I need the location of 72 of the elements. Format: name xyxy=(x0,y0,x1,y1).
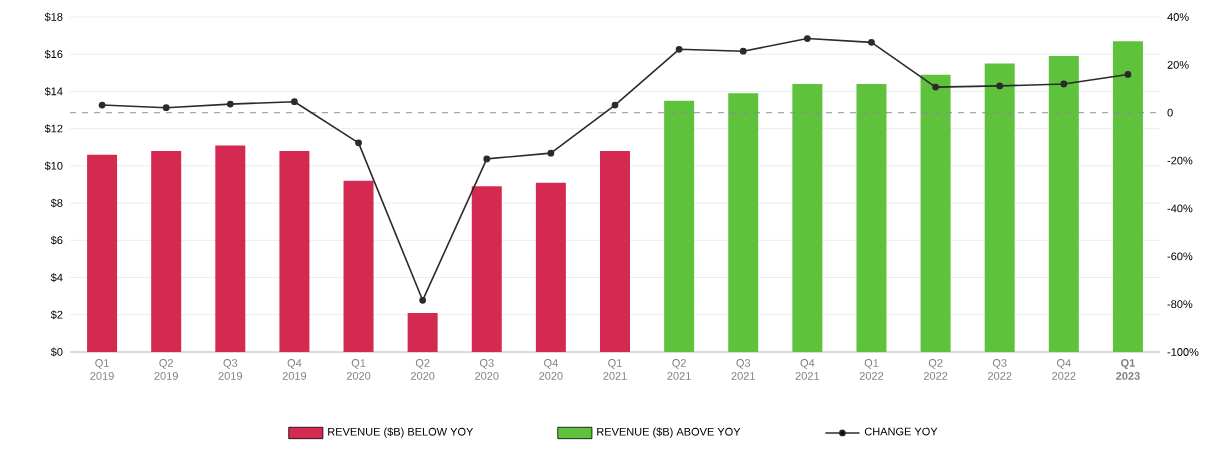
y2-tick-label: -20% xyxy=(1167,156,1193,165)
y2-tick-label: -80% xyxy=(1167,300,1193,309)
point xyxy=(483,155,491,163)
x-tick-label: Q1 2020 xyxy=(346,359,371,380)
bar xyxy=(279,151,310,352)
legend-label: CHANGE YOY xyxy=(864,427,938,436)
point xyxy=(1124,71,1132,78)
legend-label: REVENUE ($B) ABOVE YOY xyxy=(597,427,741,438)
y2-tick-label: 0 xyxy=(1167,108,1173,117)
bar xyxy=(728,93,759,352)
y-tick-label: $14 xyxy=(44,86,63,96)
x-tick-label: Q1 2022 xyxy=(859,359,884,380)
bar xyxy=(407,312,438,352)
y-tick-label: $8 xyxy=(50,198,63,208)
y2-tick-label: -40% xyxy=(1167,204,1193,213)
y2-tick-label: -100% xyxy=(1167,348,1199,356)
bar xyxy=(664,100,695,352)
y-tick-label: $10 xyxy=(44,161,63,171)
y-tick-label: $4 xyxy=(50,273,63,282)
bar xyxy=(1112,41,1143,352)
point xyxy=(803,35,811,42)
bar xyxy=(151,151,182,352)
bar xyxy=(792,84,823,352)
bar xyxy=(471,186,502,352)
x-tick-label: Q3 2019 xyxy=(218,359,243,380)
point xyxy=(996,82,1004,90)
point xyxy=(162,104,170,112)
point xyxy=(291,98,298,106)
x-tick-label: Q4 2021 xyxy=(795,359,820,380)
y-tick-label: $12 xyxy=(44,124,63,134)
x-tick-label: Q4 2019 xyxy=(282,359,307,380)
point xyxy=(932,83,939,91)
y-tick-label: $0 xyxy=(50,347,63,357)
point xyxy=(868,38,875,46)
point xyxy=(98,101,106,109)
point xyxy=(355,139,362,147)
point xyxy=(739,47,747,55)
point xyxy=(547,149,555,157)
y2-tick-label: 40% xyxy=(1167,13,1189,21)
y2-tick-label: -60% xyxy=(1167,252,1193,261)
x-tick-label: Q2 2021 xyxy=(667,359,691,380)
y2-tick-label: 20% xyxy=(1167,60,1189,69)
y-tick-label: $18 xyxy=(44,12,63,22)
y-tick-label: $2 xyxy=(50,310,63,320)
point xyxy=(226,100,234,108)
x-tick-label: Q1 2023 xyxy=(1116,359,1140,380)
bar xyxy=(600,151,631,352)
x-tick-label: Q3 2022 xyxy=(988,359,1012,380)
point xyxy=(611,101,619,109)
bar xyxy=(343,180,374,352)
bar xyxy=(1048,56,1079,352)
bar xyxy=(856,84,887,352)
legend-label: REVENUE ($B) BELOW YOY xyxy=(328,427,474,438)
x-tick-label: Q3 2020 xyxy=(475,359,499,380)
x-tick-label: Q2 2019 xyxy=(154,359,178,380)
bar xyxy=(535,182,566,352)
y-tick-label: $16 xyxy=(44,49,63,59)
x-tick-label: Q4 2020 xyxy=(539,359,563,380)
bar xyxy=(87,154,118,352)
point xyxy=(419,296,427,304)
point xyxy=(1060,80,1068,88)
x-tick-label: Q1 2021 xyxy=(603,359,627,380)
x-tick-label: Q2 2020 xyxy=(410,359,435,380)
bar xyxy=(984,63,1015,352)
bar xyxy=(920,74,951,352)
point xyxy=(675,45,683,53)
x-tick-label: Q3 2021 xyxy=(731,359,755,380)
x-tick-label: Q4 2022 xyxy=(1052,359,1076,380)
x-tick-label: Q2 2022 xyxy=(923,359,948,380)
bar xyxy=(215,145,246,352)
x-tick-label: Q1 2019 xyxy=(90,359,114,380)
y-tick-label: $6 xyxy=(50,235,63,245)
